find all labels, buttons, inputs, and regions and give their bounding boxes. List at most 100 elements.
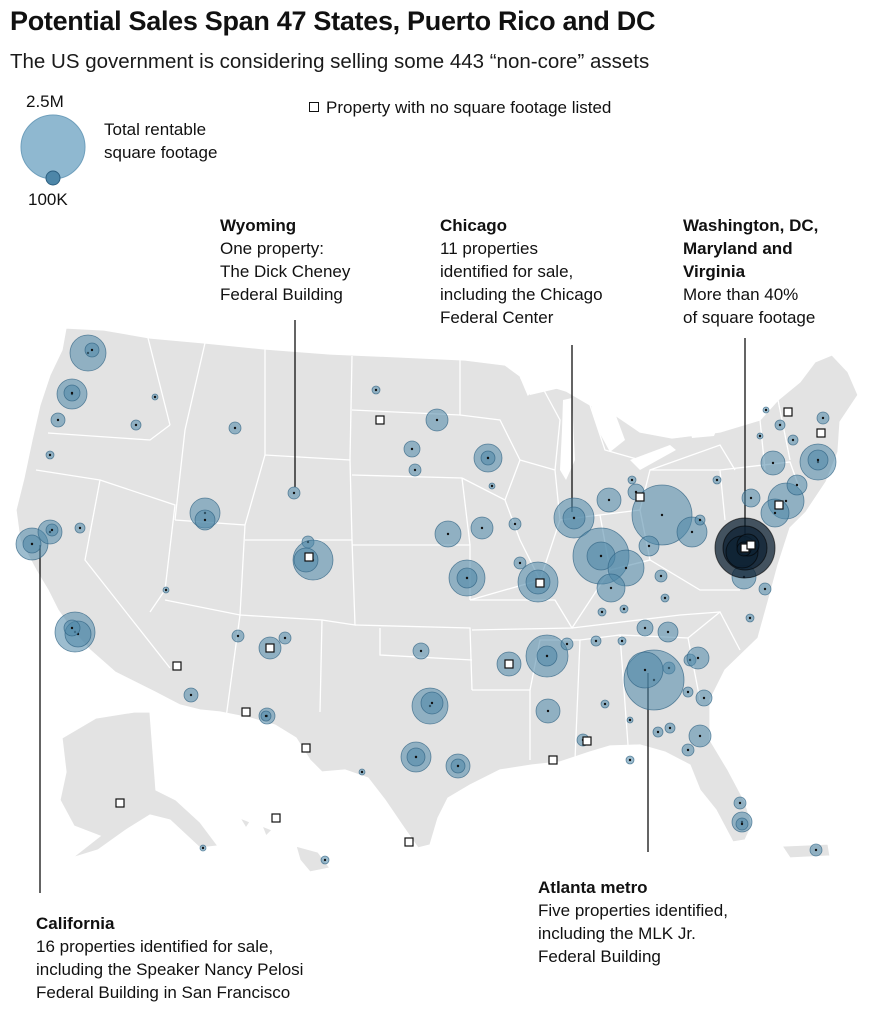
property-dot bbox=[620, 639, 624, 643]
lake-superior bbox=[520, 372, 600, 395]
property-dot bbox=[572, 516, 576, 520]
legend-size-label-line1: Total rentable bbox=[104, 120, 207, 139]
no-footage-square bbox=[404, 837, 414, 847]
lake-ontario bbox=[690, 426, 718, 438]
property-dot bbox=[715, 478, 719, 482]
callout-dc-heading2: Maryland and bbox=[683, 239, 793, 258]
property-dot bbox=[791, 438, 795, 442]
callout-california-line1: 16 properties identified for sale, bbox=[36, 937, 274, 956]
property-dot bbox=[643, 668, 647, 672]
property-dot bbox=[668, 726, 672, 730]
square-legend-label: Property with no square footage listed bbox=[326, 98, 612, 117]
property-dot bbox=[607, 498, 611, 502]
square-legend-icon bbox=[309, 101, 319, 112]
property-dot bbox=[609, 586, 613, 590]
callout-california-line3: Federal Building in San Francisco bbox=[36, 983, 291, 1002]
property-dot bbox=[659, 574, 663, 578]
property-dot bbox=[643, 626, 647, 630]
callout-chicago-line2: identified for sale, bbox=[440, 262, 574, 281]
property-dot bbox=[565, 642, 569, 646]
no-footage-square bbox=[816, 428, 826, 438]
property-dot bbox=[622, 607, 626, 611]
no-footage-square bbox=[301, 743, 311, 753]
callout-chicago-heading: Chicago bbox=[440, 216, 508, 235]
callout-dc-heading3: Virginia bbox=[683, 262, 746, 281]
property-dot bbox=[686, 690, 690, 694]
property-dot bbox=[771, 461, 775, 465]
callout-dc-line2: of square footage bbox=[683, 308, 816, 327]
property-dot bbox=[513, 522, 517, 526]
callout-atlanta-line2: including the MLK Jr. bbox=[538, 924, 696, 943]
property-dot bbox=[814, 848, 818, 852]
legend-max-label: 2.5M bbox=[26, 92, 64, 111]
hawaii-2 bbox=[260, 824, 274, 838]
property-dot bbox=[738, 801, 742, 805]
no-footage-square bbox=[265, 643, 275, 653]
property-dot bbox=[545, 654, 549, 658]
property-dot bbox=[740, 822, 744, 826]
property-dot bbox=[153, 395, 157, 399]
lake-erie bbox=[630, 445, 676, 470]
property-dot bbox=[50, 528, 54, 532]
no-footage-square bbox=[504, 659, 514, 669]
callout-wyoming-line1: One property: bbox=[220, 239, 324, 258]
property-dot bbox=[430, 701, 434, 705]
callout-atlanta: Atlanta metro Five properties identified… bbox=[538, 876, 728, 968]
property-dot bbox=[784, 499, 788, 503]
property-dot bbox=[630, 478, 634, 482]
no-footage-square bbox=[115, 798, 125, 808]
no-footage-square bbox=[635, 492, 645, 502]
no-footage-square bbox=[783, 407, 793, 417]
callout-dc: Washington, DC, Maryland and Virginia Mo… bbox=[683, 214, 818, 329]
no-footage-squares bbox=[115, 407, 826, 847]
callout-atlanta-line1: Five properties identified, bbox=[538, 901, 728, 920]
property-dot bbox=[292, 491, 296, 495]
callout-atlanta-line3: Federal Building bbox=[538, 947, 661, 966]
property-dot bbox=[628, 718, 632, 722]
property-dot bbox=[134, 423, 138, 427]
property-dot bbox=[666, 630, 670, 634]
callout-chicago-line3: including the Chicago bbox=[440, 285, 603, 304]
property-dot bbox=[30, 542, 34, 546]
property-dot bbox=[624, 566, 628, 570]
map-title: Potential Sales Span 47 States, Puerto R… bbox=[10, 6, 656, 36]
property-dot bbox=[647, 544, 651, 548]
no-footage-square bbox=[172, 661, 182, 671]
no-footage-square bbox=[241, 707, 251, 717]
property-dot bbox=[480, 526, 484, 530]
legend-size-label: Total rentable square footage bbox=[104, 118, 264, 164]
property-dot bbox=[410, 447, 414, 451]
property-dot bbox=[698, 734, 702, 738]
property-dot bbox=[660, 513, 664, 517]
property-dot bbox=[413, 468, 417, 472]
property-dot bbox=[283, 636, 287, 640]
property-dot bbox=[201, 846, 205, 850]
callout-chicago: Chicago 11 properties identified for sal… bbox=[440, 214, 603, 329]
no-footage-square bbox=[304, 552, 314, 562]
legend-circle-small bbox=[45, 170, 61, 186]
property-dot bbox=[323, 858, 327, 862]
property-dot bbox=[164, 588, 168, 592]
size-legend: 2.5M 100K Total rentable square footage bbox=[0, 90, 300, 215]
property-dot bbox=[795, 483, 799, 487]
property-dot bbox=[702, 696, 706, 700]
callout-wyoming: Wyoming One property: The Dick Cheney Fe… bbox=[220, 214, 350, 306]
great-lakes bbox=[520, 372, 718, 480]
property-dot bbox=[686, 748, 690, 752]
property-dot bbox=[374, 388, 378, 392]
property-dot bbox=[690, 530, 694, 534]
property-dot bbox=[763, 587, 767, 591]
property-dot bbox=[600, 610, 604, 614]
property-dot bbox=[414, 755, 418, 759]
property-dot bbox=[48, 453, 52, 457]
property-dot bbox=[419, 649, 423, 653]
property-dot bbox=[456, 764, 460, 768]
property-dot bbox=[594, 639, 598, 643]
lake-michigan bbox=[560, 398, 575, 480]
property-dot bbox=[486, 456, 490, 460]
callout-dc-heading1: Washington, DC, bbox=[683, 216, 819, 235]
callout-california: California 16 properties identified for … bbox=[36, 912, 303, 1004]
property-dot bbox=[70, 626, 74, 630]
property-dot bbox=[446, 532, 450, 536]
callout-california-heading: California bbox=[36, 914, 115, 933]
